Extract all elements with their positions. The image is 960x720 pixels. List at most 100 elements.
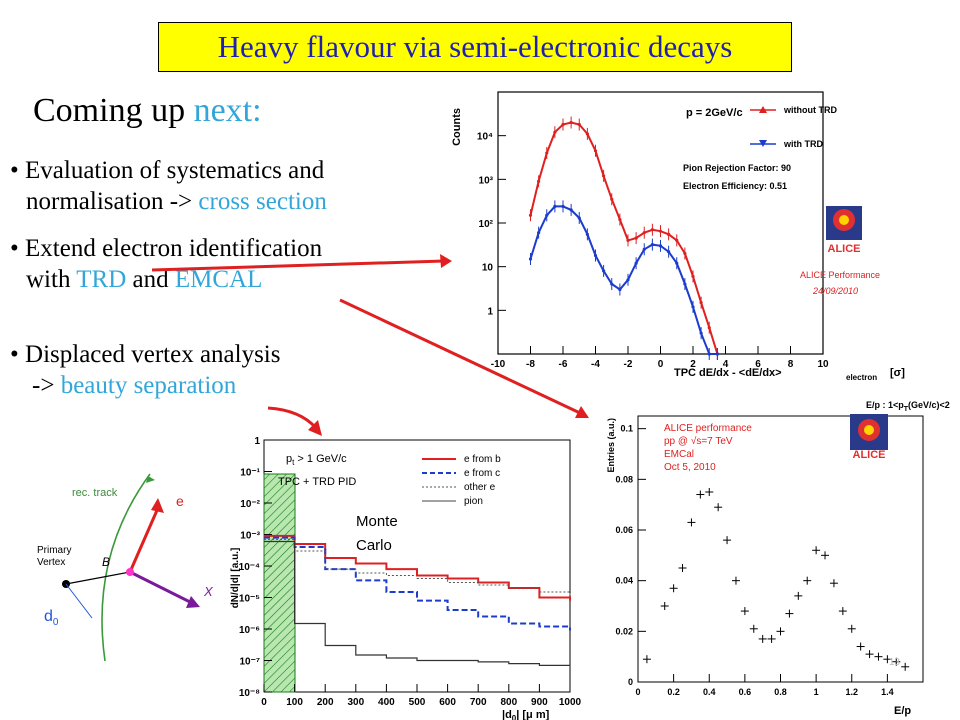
ep-xtick-label: 1 <box>814 687 819 697</box>
ep-ytick-label: 0.06 <box>615 525 633 535</box>
legend-other-e: other e <box>464 482 496 493</box>
dca-xlabel-main: |d <box>502 709 512 720</box>
ep-title: E/p : 1<pT(GeV/c)<2 <box>866 400 950 413</box>
electron-arrow <box>128 507 160 573</box>
dca-xtick-label: 1000 <box>559 697 582 708</box>
rec-track-label: rec. track <box>72 487 118 499</box>
primary-label: Primary <box>37 545 71 556</box>
ep-ytick-label: 0.04 <box>615 576 633 586</box>
tpc-data-point <box>699 331 703 335</box>
tpc-data-point <box>658 229 663 233</box>
dca-ytick-label: 10⁻⁶ <box>239 625 260 636</box>
ep-points <box>642 488 910 671</box>
tpc-data-point <box>634 236 638 240</box>
secondary-vertex-dot <box>126 568 134 576</box>
ep-ytick-label: 0.1 <box>620 424 633 434</box>
tpc-xtick-label: -8 <box>526 359 535 370</box>
dca-xtick-label: 200 <box>317 697 334 708</box>
and-text: and <box>126 266 175 293</box>
tpc-data-point <box>707 326 711 330</box>
tpc-data-point <box>618 287 622 292</box>
bullet-3: • Displaced vertex analysis -> beauty se… <box>10 341 281 399</box>
ep-alice-logo-text: ALICE <box>853 449 886 461</box>
tpc-data-point <box>602 269 606 273</box>
bullet-3-line1: Displaced vertex analysis <box>25 341 281 368</box>
tpc-data-point <box>642 247 646 251</box>
ep-xtick-label: 1.4 <box>881 687 894 697</box>
ep-xtick-label: 0.2 <box>667 687 680 697</box>
bullet-1-line1: Evaluation of systematics and <box>25 157 325 184</box>
dca-xtick-label: 800 <box>500 697 517 708</box>
legend-marker-with-trd <box>759 140 767 147</box>
bullet-2-line2: with <box>26 266 77 293</box>
d0-label-main: d <box>44 608 53 625</box>
title-banner: Heavy flavour via semi-electronic decays <box>158 22 792 72</box>
tpc-data-point <box>675 261 679 265</box>
rejection-factor: Pion Rejection Factor: 90 <box>683 163 791 173</box>
ep-perf-2: pp @ √s=7 TeV <box>664 435 733 447</box>
ep-title-main: E/p : 1<p <box>866 400 904 410</box>
tpc-data-point <box>610 197 614 201</box>
dca-ylabel-rest: | [a.u.] <box>230 548 241 577</box>
dca-ytick-label: 10⁻² <box>240 499 260 510</box>
tpc-xlabel-unit: [σ] <box>890 367 905 379</box>
dca-plot: dN/d|d| [a.u.] 1 10⁻¹ 10⁻² 10⁻³ 10⁻⁴ 10⁻⁵ 10⁻⁶… <box>230 428 590 720</box>
alice-performance-label: ALICE Performance <box>800 270 880 280</box>
ep-plot-background <box>594 400 960 720</box>
electron-label: e <box>176 493 184 509</box>
ep-ytick-label: 0 <box>628 677 633 687</box>
ep-alice-logo-core <box>864 425 874 435</box>
tpc-data-point <box>650 228 654 232</box>
tpc-data-point <box>683 282 687 286</box>
bullet-3-line2: -> <box>32 372 61 399</box>
ep-perf-4: Oct 5, 2010 <box>664 462 716 473</box>
bullet-1-line2: normalisation -> <box>26 188 199 215</box>
tpc-ytick-label: 10² <box>479 219 494 230</box>
tpc-data-point <box>634 261 638 265</box>
dca-xlabel-rest: | [μ m] <box>516 709 549 720</box>
tpc-data-point <box>675 238 679 242</box>
x-label: X <box>203 584 214 599</box>
tpc-xtick-label: -4 <box>591 359 600 370</box>
alice-logo-core <box>839 215 849 225</box>
dca-ytick-label: 10⁻¹ <box>240 468 260 479</box>
tpc-momentum: p = 2GeV/c <box>686 107 743 119</box>
ep-ytick-label: 0.08 <box>615 474 633 484</box>
tpc-xtick-label: -10 <box>491 359 506 370</box>
tpc-data-point <box>642 231 646 235</box>
tpc-data-point <box>577 122 581 127</box>
dca-curves <box>264 534 571 668</box>
tpc-data-point <box>561 204 565 208</box>
ep-yticks: 0 0.02 0.04 0.06 0.08 0.1 <box>615 424 646 687</box>
b-flight-line <box>65 571 131 585</box>
tpc-data-point <box>537 179 541 183</box>
dca-ytick-label: 10⁻³ <box>240 531 260 542</box>
tpc-data-point <box>545 213 549 217</box>
tpc-data-point <box>553 204 557 208</box>
dca-ylabel: dN/d|d| [a.u.] <box>230 548 241 609</box>
dca-xlabel-sub: 0 <box>512 714 517 720</box>
tpc-data-point <box>691 305 695 309</box>
dca-xtick-label: 400 <box>378 697 395 708</box>
tpc-data-point <box>561 122 565 127</box>
tpc-data-point <box>715 352 719 356</box>
ep-alice-logo: ALICE <box>850 414 888 461</box>
bullet-3-accent: beauty separation <box>60 372 237 399</box>
ep-xtick-label: 0 <box>635 687 640 697</box>
pt-cut-main: p <box>286 453 292 465</box>
rec-track-curve <box>101 473 151 662</box>
x-arrowhead <box>186 596 200 608</box>
dca-xlabel: |d0| [μ m] <box>502 709 550 720</box>
tpc-data-point <box>585 232 589 236</box>
carlo-label: Carlo <box>356 537 392 554</box>
dca-xtick-label: 100 <box>286 697 303 708</box>
ep-xtick-label: 0.6 <box>739 687 752 697</box>
tpc-xtick-label: 6 <box>755 359 761 370</box>
track-arrowhead <box>146 476 155 483</box>
tpc-ytick-label: 10⁴ <box>477 132 493 143</box>
tpc-data-point <box>528 257 533 261</box>
legend-e-from-b: e from b <box>464 454 501 465</box>
tpc-xtick-label: 4 <box>723 359 729 370</box>
tpc-data-point <box>593 149 598 153</box>
tpc-data-point <box>537 231 541 235</box>
